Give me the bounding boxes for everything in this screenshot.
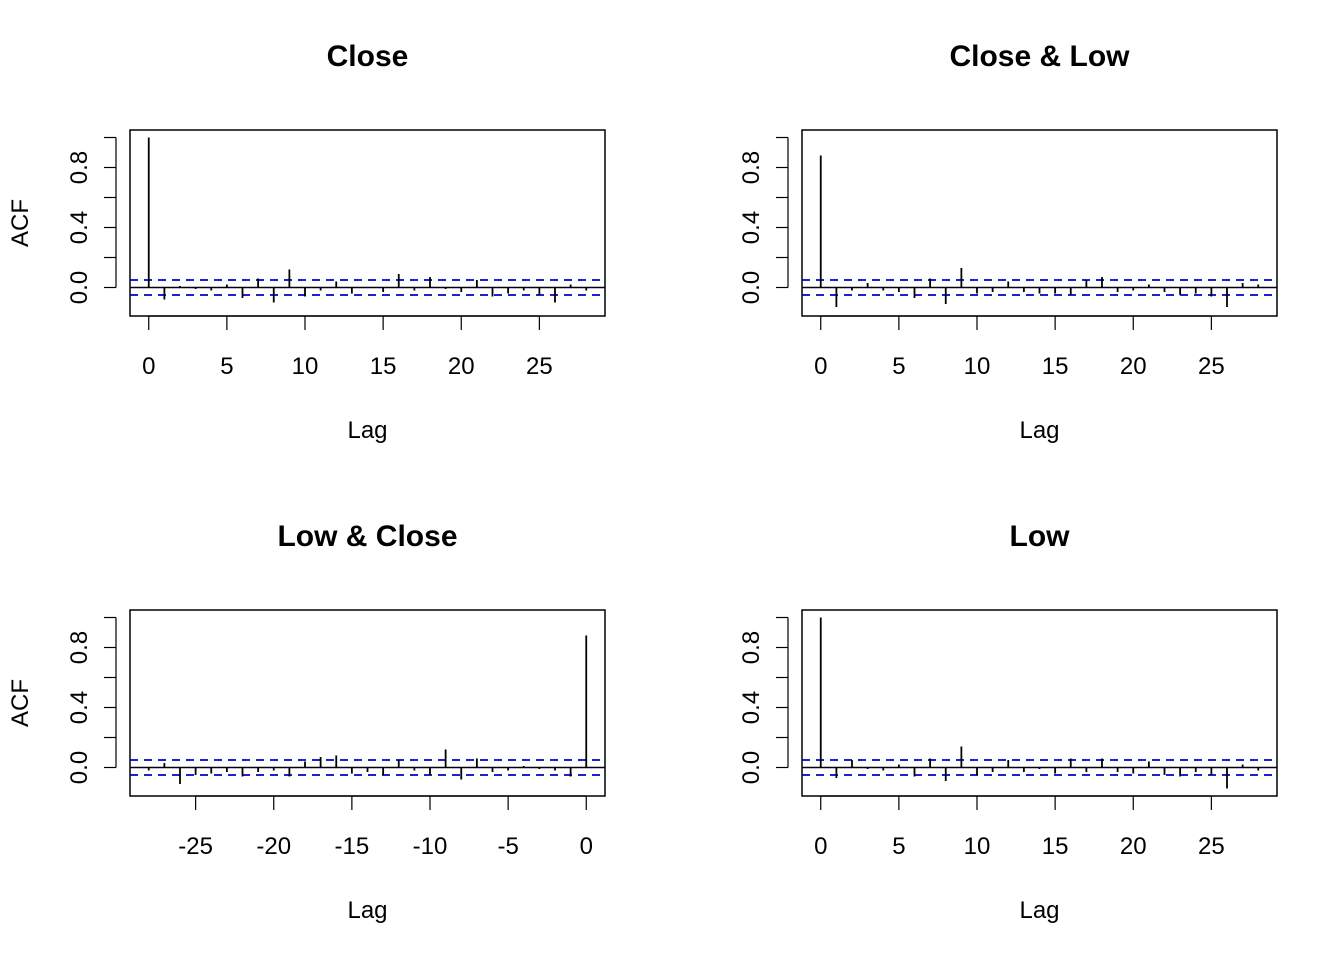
x-tick-label: -5 (497, 833, 518, 860)
y-tick-label: 0.8 (738, 631, 765, 664)
x-tick-label: 5 (220, 353, 233, 380)
x-tick-label: -20 (256, 833, 291, 860)
x-tick-label: 25 (1198, 353, 1225, 380)
panel-title: Close (327, 40, 409, 73)
y-axis-label: ACF (7, 679, 34, 727)
y-tick-label: 0.0 (738, 271, 765, 304)
x-tick-label: 0 (814, 353, 827, 380)
y-tick-label: 0.0 (66, 751, 93, 784)
x-axis-label: Lag (347, 417, 387, 444)
panel-2: Close & Low 0.0 0.4 0.8 0 5 10 15 20 25 Lag (738, 40, 1278, 444)
panel-title: Low (1010, 520, 1071, 553)
x-tick-label: -15 (335, 833, 370, 860)
x-tick-label: 20 (1120, 833, 1147, 860)
panel-title: Close & Low (949, 40, 1130, 73)
x-tick-label: 5 (892, 353, 905, 380)
x-axis-label: Lag (1019, 897, 1059, 924)
panel-4: Low 0.0 0.4 0.8 0 5 10 15 20 25 Lag (738, 520, 1278, 924)
panel-title: Low & Close (277, 520, 457, 553)
panel-1: Close 0.0 0.4 0.8 ACF 0 5 10 15 20 25 Lag (7, 40, 606, 444)
y-tick-label: 0.8 (66, 631, 93, 664)
x-tick-label: 15 (1042, 353, 1069, 380)
x-axis-label: Lag (347, 897, 387, 924)
x-tick-label: -25 (178, 833, 213, 860)
x-tick-label: 15 (1042, 833, 1069, 860)
y-tick-label: 0.8 (66, 151, 93, 184)
x-tick-label: 5 (892, 833, 905, 860)
x-tick-label: -10 (413, 833, 448, 860)
x-tick-label: 0 (142, 353, 155, 380)
x-tick-label: 25 (526, 353, 553, 380)
y-tick-label: 0.4 (738, 211, 765, 244)
x-tick-label: 0 (814, 833, 827, 860)
x-tick-label: 20 (1120, 353, 1147, 380)
x-tick-label: 25 (1198, 833, 1225, 860)
y-tick-label: 0.4 (66, 211, 93, 244)
y-tick-label: 0.8 (738, 151, 765, 184)
x-tick-label: 15 (370, 353, 397, 380)
x-tick-label: 0 (580, 833, 593, 860)
y-axis-label: ACF (7, 199, 34, 247)
y-tick-label: 0.4 (66, 691, 93, 724)
x-tick-label: 10 (964, 833, 991, 860)
x-axis-label: Lag (1019, 417, 1059, 444)
y-tick-label: 0.0 (66, 271, 93, 304)
x-tick-label: 10 (292, 353, 319, 380)
x-tick-label: 10 (964, 353, 991, 380)
y-tick-label: 0.0 (738, 751, 765, 784)
x-tick-label: 20 (448, 353, 475, 380)
y-tick-label: 0.4 (738, 691, 765, 724)
panel-3: Low & Close 0.0 0.4 0.8 ACF -25 -20 -15 -10 -5 0 La… (7, 520, 606, 924)
